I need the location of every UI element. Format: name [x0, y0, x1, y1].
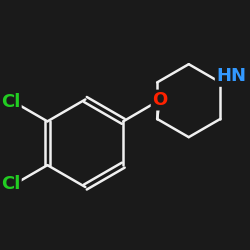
Text: Cl: Cl	[1, 175, 20, 193]
Text: O: O	[152, 91, 168, 109]
Text: HN: HN	[216, 67, 246, 85]
Text: Cl: Cl	[1, 93, 20, 111]
